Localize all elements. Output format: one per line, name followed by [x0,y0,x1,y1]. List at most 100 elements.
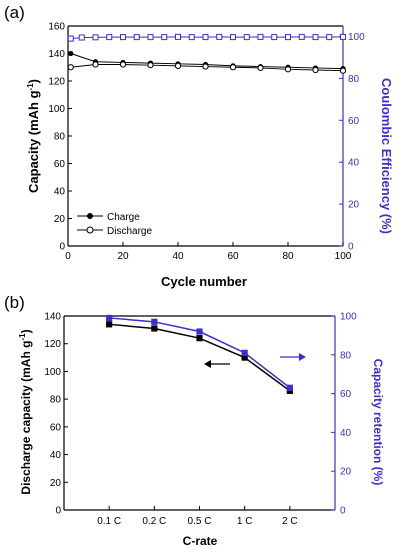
right-axis-arrow [280,353,306,361]
panel-a-label: (a) [4,3,25,22]
panel-b-y-tick-label: 20 [50,478,62,489]
panel-b-y-tick-label: 140 [44,312,61,323]
panel-a-efficiency-point [67,35,74,42]
panel-a-y-tick-label: 0 [59,242,65,253]
panel-a-efficiency-point [257,33,264,40]
panel-a-discharge-point [147,62,154,69]
panel-a-efficiency-point [106,34,113,41]
panel-a-efficiency-point [78,34,85,41]
panel-b-x-tick-label: 0.1 C [97,516,121,527]
panel-a-efficiency-point [133,34,140,41]
panel-a-discharge-point [229,64,237,71]
panel-b-right-tick-label: 0 [340,506,346,517]
panel-a-discharge-point [284,66,292,73]
panel-b-y-tick-label: 80 [50,395,62,406]
panel-b-y-tick-label: 120 [44,339,61,350]
panel-a-discharge-point [119,61,127,68]
panel-a-right-tick-label: 20 [348,200,360,211]
panel-b-y-tick-label: 60 [50,422,62,433]
panel-a-y-tick-label: 140 [48,49,65,60]
panel-b-right-tick-label: 60 [340,389,352,400]
panel-b-x-tick-label: 2 C [282,516,298,527]
panel-a-discharge-point [202,63,209,70]
legend-discharge-marker [86,226,94,234]
panel-a-discharge-point [312,66,319,74]
panel-a-efficiency-point [92,34,99,41]
panel-b-x-axis-label: C-rate [183,534,218,548]
panel-a-y-axis-label-sup: -1 [26,83,35,91]
panel-a-y-tick-label: 80 [54,132,66,143]
panel-a-right-tick-label: 0 [348,242,354,253]
panel-a-right-tick-label: 100 [348,32,365,43]
panel-b-x-tick-label: 1 C [237,516,253,527]
panel-a-efficiency-point [120,34,126,41]
panel-b-retention-point [241,349,248,356]
panel-b-y-tick-label: 40 [50,450,62,461]
panel-b-y-tick-label: 100 [44,367,61,378]
left-axis-arrow [204,360,230,368]
panel-a-efficiency-point [340,33,346,40]
panel-a-x-tick-label: 60 [227,251,239,262]
panel-a-efficiency-point [243,34,250,41]
panel-b-retention-point [151,318,158,325]
panel-b-y-axis-label: Discharge capacity (mAh g-1) [18,329,33,494]
panel-a-y-axis-label-main: Capacity (mAh g [26,90,41,193]
panel-a-legend: Charge Discharge [77,212,152,237]
panel-b-right-axis-label: Capacity retention (%) [371,359,385,486]
legend-discharge-label: Discharge [107,226,152,237]
panel-a-discharge-point [92,61,99,68]
panel-b-x-tick-label: 0.2 C [142,516,166,527]
panel-a-discharge-point [257,64,264,72]
panel-a-efficiency-point [202,34,209,41]
panel-b-retention-point [196,328,203,335]
panel-a-efficiency-point [216,33,223,40]
panel-a-discharge-point [67,64,74,71]
panel-b-capacity-point [196,335,203,342]
legend-charge-marker [87,213,93,219]
panel-a-efficiency-point [326,34,333,41]
panel-b-capacity-point [151,325,158,332]
panel-b-right-tick-label: 100 [340,312,357,323]
panel-a-y-tick-label: 120 [48,77,65,88]
panel-a-efficiency-point [175,33,181,40]
panel-b-y-axis-label-main: Discharge capacity (mAh g [19,341,33,495]
legend-charge-label: Charge [107,212,140,223]
panel-a-y-tick-label: 40 [54,187,66,198]
panel-a-right-tick-label: 80 [348,74,360,85]
chart-marks: 0 20 40 60 80 1000204060801001201401600204060… [44,22,365,528]
panel-b-retention-point [286,384,293,391]
panel-a-efficiency-point [285,34,291,41]
panel-a-x-tick-label: 20 [117,251,129,262]
panel-a-right-tick-label: 40 [348,158,360,169]
panel-a-x-tick-label: 100 [335,251,352,262]
panel-a-y-tick-label: 20 [54,214,66,225]
panel-b: (b) C-rate Discharge capacity (mAh g-1) … [4,293,385,548]
panel-a-right-tick-label: 60 [348,116,360,127]
panel-a-x-axis-label: Cycle number [161,274,247,289]
panel-b-retention-point [106,314,113,322]
panel-a-efficiency-point [230,34,236,41]
panel-b-y-tick-label: 0 [55,506,61,517]
panel-b-capacity-point [106,321,113,328]
panel-a-x-tick-label: 0 [65,251,71,262]
panel-b-right-tick-label: 80 [340,350,352,361]
panel-a-efficiency-point [312,34,319,41]
panel-a-y-tick-label: 60 [54,159,66,170]
panel-a-efficiency-point [147,34,154,41]
panel-a-efficiency-point [161,34,168,41]
panel-a-efficiency-point [271,34,278,41]
panel-a-discharge-point [174,62,182,69]
panel-b-right-tick-label: 20 [340,467,352,478]
panel-b-x-tick-label: 0.5 C [188,516,212,527]
panel-a-discharge-point [339,67,347,74]
panel-a-x-tick-label: 80 [282,251,294,262]
panel-a-efficiency-point [298,33,305,40]
panel-b-series-1-line [109,317,291,389]
panel-a-charge-point [68,50,74,57]
panel-a-efficiency-point [188,34,195,41]
panel-b-right-tick-label: 40 [340,428,352,439]
panel-a-y-tick-label: 100 [48,104,65,115]
panel-a-x-tick-label: 40 [172,251,184,262]
